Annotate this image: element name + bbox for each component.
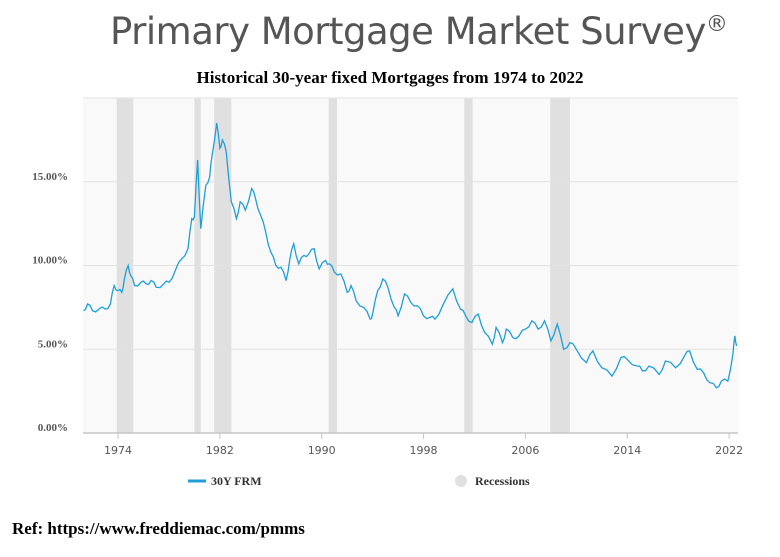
x-tick-label: 2014 bbox=[613, 444, 641, 457]
brand-logo: Primary Mortgage Market Survey® bbox=[110, 10, 728, 53]
x-tick-label: 2006 bbox=[511, 444, 539, 457]
legend-circle-icon bbox=[455, 475, 467, 487]
series-line-30y-frm bbox=[83, 123, 738, 389]
y-axis-ticks: 0.00% 5.00% 10.00% 15.00% bbox=[32, 171, 68, 434]
legend: 30Y FRM Recessions bbox=[188, 474, 530, 488]
y-tick-label: 10.00% bbox=[32, 255, 68, 267]
reference-link[interactable]: Ref: https://www.freddiemac.com/pmms bbox=[12, 519, 305, 538]
chart-title: Historical 30-year fixed Mortgages from … bbox=[196, 68, 584, 87]
registered-mark: ® bbox=[705, 12, 728, 37]
x-tick-label: 1974 bbox=[104, 444, 132, 457]
x-axis-ticks: 1974 1982 1990 1998 2006 2014 2022 bbox=[104, 433, 743, 457]
brand-text: Primary Mortgage Market Survey bbox=[110, 10, 706, 53]
x-tick-label: 1998 bbox=[410, 444, 438, 457]
y-tick-label: 5.00% bbox=[38, 338, 68, 350]
x-tick-label: 1990 bbox=[308, 444, 336, 457]
legend-label-30y-frm[interactable]: 30Y FRM bbox=[211, 474, 262, 488]
y-tick-label: 15.00% bbox=[32, 171, 68, 183]
legend-label-recessions[interactable]: Recessions bbox=[475, 474, 530, 488]
y-tick-label: 0.00% bbox=[38, 422, 68, 434]
gridlines bbox=[83, 97, 738, 434]
x-tick-label: 2022 bbox=[715, 444, 743, 457]
x-tick-label: 1982 bbox=[206, 444, 234, 457]
